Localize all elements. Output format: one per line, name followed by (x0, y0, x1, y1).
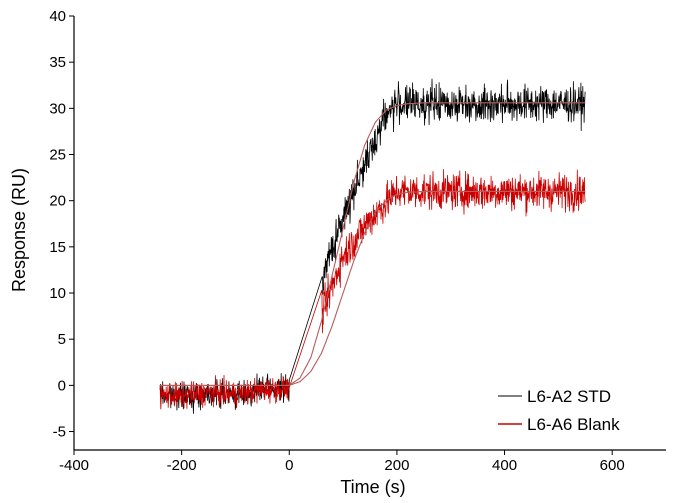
x-tick-label: 200 (384, 457, 409, 474)
x-axis-ticks: -400 -200 0 200 400 600 (59, 450, 625, 474)
x-axis-title: Time (s) (340, 477, 405, 497)
y-tick-label: 10 (49, 285, 66, 302)
plot-area: -400 -200 0 200 400 600 -5 0 5 10 15 20 25 30 35 40 (49, 8, 666, 474)
legend-label-l6-a6-blank: L6-A6 Blank (527, 415, 620, 434)
x-tick-label: 400 (492, 457, 517, 474)
y-tick-label: 35 (49, 54, 66, 71)
y-tick-label: 20 (49, 193, 66, 210)
y-tick-label: -5 (53, 424, 66, 441)
y-tick-label: 5 (58, 331, 66, 348)
x-tick-label: -400 (59, 457, 89, 474)
y-tick-label: 15 (49, 239, 66, 256)
x-tick-label: -200 (167, 457, 197, 474)
legend-label-l6-a2-std: L6-A2 STD (527, 387, 611, 406)
y-tick-label: 25 (49, 147, 66, 164)
y-tick-label: 30 (49, 100, 66, 117)
x-tick-label: 600 (600, 457, 625, 474)
legend: L6-A2 STD L6-A6 Blank (498, 387, 620, 434)
y-axis-ticks: -5 0 5 10 15 20 25 30 35 40 (49, 8, 74, 441)
y-axis-title: Response (RU) (9, 168, 29, 292)
series-line-l6-a2-std (159, 78, 586, 414)
y-tick-label: 40 (49, 8, 66, 25)
x-tick-label: 0 (285, 457, 293, 474)
y-tick-label: 0 (58, 377, 66, 394)
series-line-l6-a6-blank (159, 169, 586, 410)
series-layer (159, 78, 586, 414)
series-line-fit-l6-a6-blank (160, 190, 586, 386)
